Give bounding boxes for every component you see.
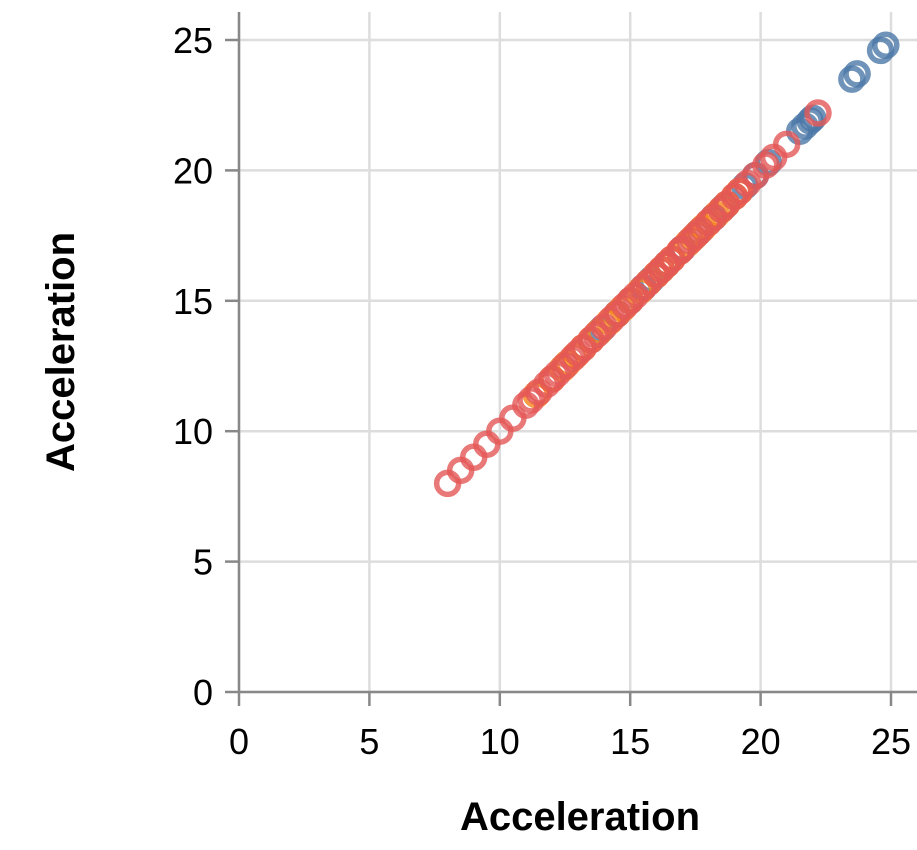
scatter-point (872, 31, 900, 59)
y-tick-label: 15 (173, 281, 213, 322)
scatter-point (772, 130, 801, 159)
scatter-point (866, 36, 895, 65)
y-tick-label: 10 (173, 411, 213, 452)
scatter-point (843, 60, 871, 88)
y-tick-label: 0 (193, 672, 213, 713)
y-axis-title: Acceleration (39, 232, 83, 472)
scatter-point (433, 469, 462, 498)
y-tick-label: 5 (193, 542, 213, 583)
x-tick-label: 5 (359, 721, 379, 762)
scatter-point (446, 456, 475, 485)
gridlines (237, 12, 917, 694)
scatter-point (499, 404, 527, 432)
x-tick-label: 15 (610, 721, 650, 762)
axes: 0 5 10 15 20 25 0 5 10 15 20 25 (173, 12, 917, 762)
x-tick-label: 10 (480, 721, 520, 762)
scatter-point (838, 65, 866, 93)
scatter-point (473, 430, 501, 458)
axis-labels: Acceleration Acceleration (39, 232, 700, 839)
scatter-point (799, 104, 827, 132)
x-tick-label: 0 (229, 721, 249, 762)
x-axis-title: Acceleration (460, 795, 700, 839)
data-points (433, 31, 900, 498)
x-tick-label: 25 (871, 721, 911, 762)
y-tick-label: 25 (173, 20, 213, 61)
scatter-point (804, 99, 832, 127)
scatter-point (459, 443, 488, 472)
x-tick-label: 20 (741, 721, 781, 762)
y-tick-label: 20 (173, 150, 213, 191)
